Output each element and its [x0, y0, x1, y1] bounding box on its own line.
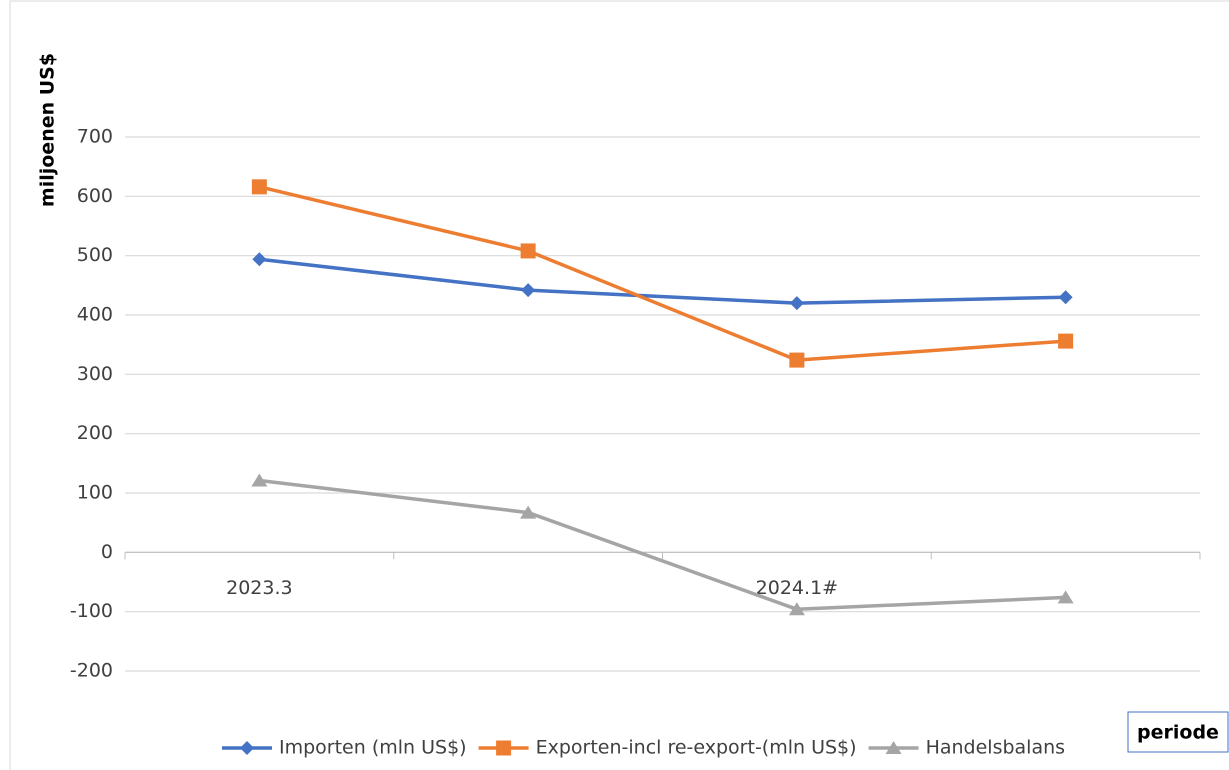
series-line	[258, 185, 1066, 362]
x-tick-label: 2023.3	[226, 577, 292, 599]
legend-label: Handelsbalans	[926, 737, 1065, 759]
y-tick-label: 200	[77, 422, 113, 444]
y-tick-label: 700	[77, 126, 113, 148]
marker	[520, 243, 536, 259]
y-tick-label: 300	[77, 363, 113, 385]
x-axis-title: periode	[1137, 722, 1219, 744]
marker	[1058, 333, 1074, 349]
marker	[251, 179, 267, 195]
marker	[885, 741, 902, 754]
x-label-box	[1127, 711, 1229, 753]
y-tick-label: 600	[77, 185, 113, 207]
legend-label: Importen (mln US$)	[279, 737, 467, 759]
marker	[1057, 590, 1074, 604]
marker	[251, 473, 268, 487]
marker	[496, 740, 512, 756]
y-tick-label: 500	[77, 244, 113, 266]
legend-label: Exporten-incl re-export-(mln US$)	[536, 737, 857, 759]
marker	[521, 283, 536, 298]
series-line	[259, 478, 1066, 612]
marker	[788, 602, 805, 616]
x-tick-label: 2024.1#	[756, 577, 838, 599]
y-tick-label: 400	[77, 304, 113, 326]
y-tick-label: 100	[77, 482, 113, 504]
chart-border	[9, 0, 1229, 770]
marker	[252, 252, 267, 267]
y-tick-label: -200	[70, 660, 113, 682]
marker	[520, 505, 537, 519]
y-axis-title: miljoenen US$	[37, 53, 59, 207]
series-line	[259, 257, 1066, 305]
marker	[789, 296, 804, 311]
marker	[240, 741, 254, 755]
marker	[789, 352, 805, 368]
marker	[1058, 290, 1073, 305]
y-tick-label: 0	[101, 541, 113, 563]
y-tick-label: -100	[70, 600, 113, 622]
